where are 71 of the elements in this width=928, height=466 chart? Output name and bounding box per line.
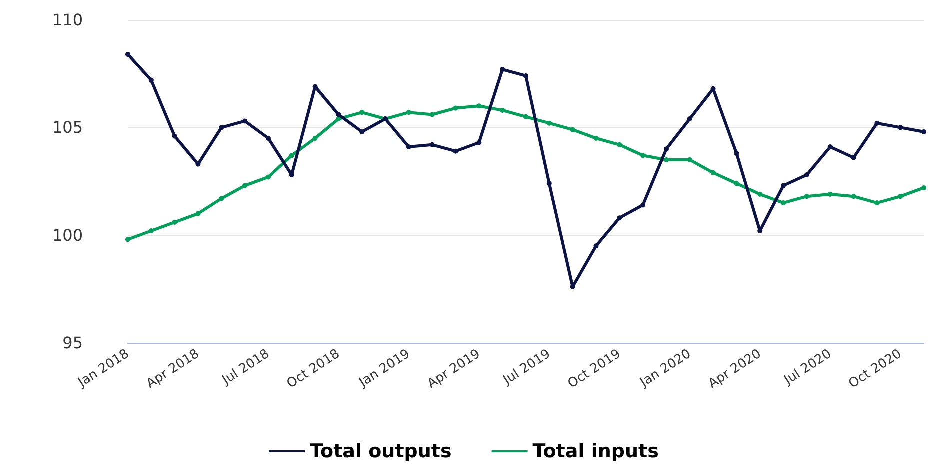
point [546,120,552,126]
point [476,104,482,109]
y-tick-label: 110 [52,10,83,30]
point [828,192,833,197]
point [196,162,201,167]
y-tick-label: 105 [52,118,83,138]
point [640,202,646,208]
point [524,73,528,78]
point [781,200,786,206]
point [687,116,692,122]
point [710,170,716,176]
point [172,134,178,139]
point [219,125,224,130]
point [898,125,904,130]
point [734,151,740,156]
point [406,144,412,150]
point [289,153,294,158]
y-tick-label: 95 [62,334,83,352]
point [453,148,458,154]
point [336,112,342,118]
legend-label: Total inputs [532,440,659,462]
point [758,192,763,197]
point [126,52,130,57]
point [524,114,528,120]
point [360,129,365,134]
point [172,220,178,225]
point [546,181,552,186]
point [570,284,576,290]
point [664,157,669,162]
point [851,155,856,160]
point [430,142,435,148]
y-tick-label: 100 [52,226,83,245]
point [126,237,130,242]
point [360,110,365,116]
point [594,244,599,249]
point [828,144,833,150]
point [336,116,342,122]
point [242,118,248,124]
point [594,136,599,141]
point [289,172,294,178]
point [266,136,271,141]
point [617,216,622,221]
point [500,108,506,113]
point [148,228,154,234]
point [804,172,810,178]
point [804,194,810,200]
point [898,194,904,200]
point [874,200,880,206]
point [406,110,412,116]
legend-label: Total outputs [310,440,452,462]
point [476,140,482,146]
point [617,142,622,148]
point [640,153,646,158]
point [196,211,201,216]
point [219,196,224,202]
point [430,112,435,118]
point [922,129,926,134]
point [453,106,458,111]
point [874,120,880,126]
point [266,174,271,180]
point [851,194,856,200]
point [242,183,248,188]
point [148,78,154,83]
point [734,181,740,186]
point [570,127,576,132]
point [781,183,786,188]
point [664,146,669,152]
point [687,157,692,162]
point [922,185,926,190]
point [500,67,506,72]
point [312,136,318,141]
